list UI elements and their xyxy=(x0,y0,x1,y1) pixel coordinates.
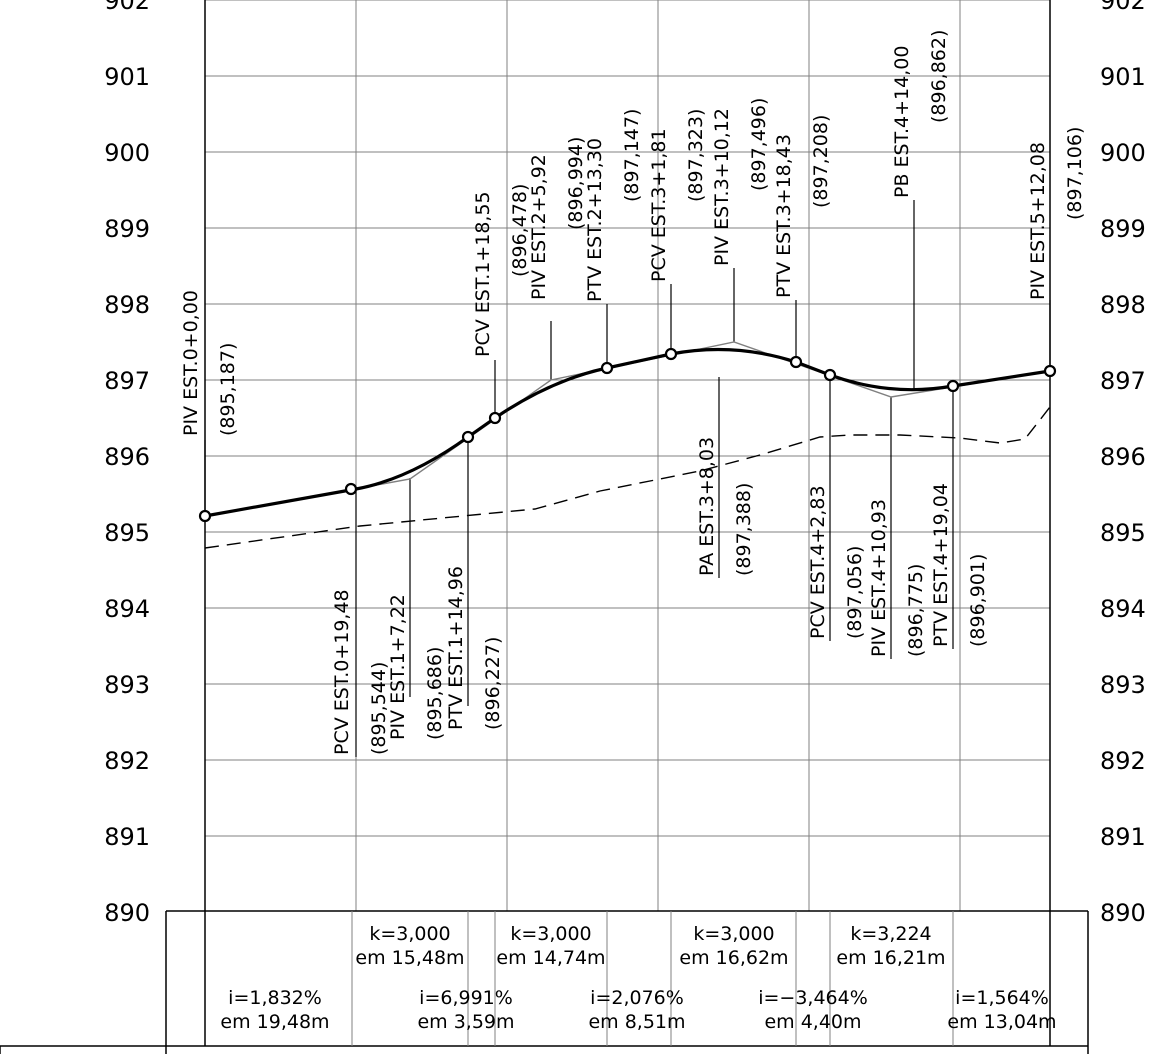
grade-length-2: em 3,59m xyxy=(417,1011,514,1033)
station-elev-ptv-419: (896,901) xyxy=(967,554,989,647)
grade-i-4: i=−3,464% xyxy=(758,987,868,1009)
marker-piv-512 xyxy=(1043,364,1057,378)
grade-i-2: i=6,991% xyxy=(419,987,513,1009)
station-label-pcv-118: PCV EST.1+18,55 xyxy=(472,191,494,357)
station-elev-piv-512: (897,106) xyxy=(1064,127,1086,220)
station-label-pcv-019: PCV EST.0+19,48 xyxy=(331,589,353,755)
marker-pcv-301 xyxy=(664,347,678,361)
station-elev-pb-414: (896,862) xyxy=(928,30,950,123)
elev-tick-left: 902 xyxy=(104,0,150,15)
station-elev-ptv-213: (897,147) xyxy=(621,109,643,202)
marker-ptv-213 xyxy=(600,361,614,375)
grade-i-1: i=1,832% xyxy=(228,987,322,1009)
curve-k-2: k=3,000 xyxy=(510,923,591,945)
elev-tick-right: 894 xyxy=(1100,595,1146,623)
elev-tick-left: 898 xyxy=(104,291,150,319)
elev-tick-left: 895 xyxy=(104,519,150,547)
marker-ptv-419 xyxy=(946,379,960,393)
station-label-pa-308: PA EST.3+8,03 xyxy=(696,437,718,576)
station-label-ptv-318: PTV EST.3+18,43 xyxy=(773,134,795,298)
station-elev-pcv-118: (896,478) xyxy=(509,184,531,277)
elevation-axis-right: 902 901 900 899 898 897 896 895 894 893 … xyxy=(1100,0,1146,927)
marker-pcv-402 xyxy=(823,368,837,382)
elev-tick-right: 896 xyxy=(1100,443,1146,471)
station-elev-pa-308: (897,388) xyxy=(733,483,755,576)
curve-length-3: em 16,62m xyxy=(679,947,788,969)
station-grid xyxy=(355,0,961,911)
grade-i-5: i=1,564% xyxy=(955,987,1049,1009)
marker-ptv-114 xyxy=(461,430,475,444)
station-elev-piv-107: (895,686) xyxy=(424,647,446,740)
elev-tick-right: 897 xyxy=(1100,367,1146,395)
station-label-piv-107: PIV EST.1+7,22 xyxy=(387,594,409,740)
station-elev-ptv-318: (897,208) xyxy=(810,115,832,208)
station-elev-piv-310: (897,496) xyxy=(748,98,770,191)
data-table: k=3,000 em 15,48m k=3,000 em 14,74m k=3,… xyxy=(204,911,1057,1046)
tangent-polygon xyxy=(204,341,1051,517)
curve-length-1: em 15,48m xyxy=(355,947,464,969)
elev-tick-right: 895 xyxy=(1100,519,1146,547)
elev-tick-right: 899 xyxy=(1100,215,1146,243)
station-elev-pcv-019: (895,544) xyxy=(368,662,390,755)
station-elev-pcv-402: (897,056) xyxy=(844,546,866,639)
terrain-profile xyxy=(204,406,1051,549)
elev-tick-right: 901 xyxy=(1100,63,1146,91)
grade-line xyxy=(204,347,1051,518)
station-label-pcv-402: PCV EST.4+2,83 xyxy=(807,485,829,639)
station-elev-ptv-114: (896,227) xyxy=(482,637,504,730)
station-label-pcv-301: PCV EST.3+1,81 xyxy=(648,128,670,282)
station-elev-pcv-301: (897,323) xyxy=(685,109,707,202)
elevation-axis-left: 902 901 900 899 898 897 896 895 894 893 … xyxy=(104,0,150,927)
marker-pcv-118 xyxy=(488,411,502,425)
station-label-ptv-419: PTV EST.4+19,04 xyxy=(930,483,952,647)
elev-tick-left: 896 xyxy=(104,443,150,471)
elev-tick-right: 890 xyxy=(1100,899,1146,927)
station-label-ptv-213: PTV EST.2+13,30 xyxy=(584,138,606,302)
station-label-piv-0: PIV EST.0+0,00 xyxy=(180,290,202,436)
elev-tick-left: 892 xyxy=(104,747,150,775)
elev-tick-right: 898 xyxy=(1100,291,1146,319)
curve-k-4: k=3,224 xyxy=(850,923,931,945)
elev-tick-left: 901 xyxy=(104,63,150,91)
grade-length-1: em 19,48m xyxy=(220,1011,329,1033)
curve-k-1: k=3,000 xyxy=(369,923,450,945)
elevation-grid xyxy=(205,0,1050,837)
curve-length-2: em 14,74m xyxy=(496,947,605,969)
curve-k-3: k=3,000 xyxy=(693,923,774,945)
station-leaders xyxy=(204,200,1051,757)
station-markers xyxy=(198,347,1057,523)
grade-i-3: i=2,076% xyxy=(590,987,684,1009)
curve-length-4: em 16,21m xyxy=(836,947,945,969)
elev-tick-right: 893 xyxy=(1100,671,1146,699)
station-elev-piv-0: (895,187) xyxy=(217,343,239,436)
grade-length-3: em 8,51m xyxy=(588,1011,685,1033)
elev-tick-left: 899 xyxy=(104,215,150,243)
station-label-piv-205: PIV EST.2+5,92 xyxy=(528,154,550,300)
grade-length-5: em 13,04m xyxy=(947,1011,1056,1033)
station-label-ptv-114: PTV EST.1+14,96 xyxy=(445,566,467,730)
station-label-piv-512: PIV EST.5+12,08 xyxy=(1027,142,1049,300)
station-label-piv-410: PIV EST.4+10,93 xyxy=(868,499,890,657)
elev-tick-right: 891 xyxy=(1100,823,1146,851)
station-label-piv-310: PIV EST.3+10,12 xyxy=(711,108,733,266)
elev-tick-right: 900 xyxy=(1100,139,1146,167)
elev-tick-left: 900 xyxy=(104,139,150,167)
elev-tick-left: 897 xyxy=(104,367,150,395)
grade-length-4: em 4,40m xyxy=(764,1011,861,1033)
elev-tick-left: 890 xyxy=(104,899,150,927)
elev-tick-left: 893 xyxy=(104,671,150,699)
elev-tick-left: 891 xyxy=(104,823,150,851)
elev-tick-right: 902 xyxy=(1100,0,1146,15)
elev-tick-left: 894 xyxy=(104,595,150,623)
station-label-pb-414: PB EST.4+14,00 xyxy=(891,46,913,198)
marker-piv-0 xyxy=(198,509,212,523)
marker-pcv-019 xyxy=(344,482,358,496)
station-elev-piv-205: (896,994) xyxy=(565,137,587,230)
elev-tick-right: 892 xyxy=(1100,747,1146,775)
station-labels: PIV EST.0+0,00 (895,187) PCV EST.0+19,48… xyxy=(180,30,1086,755)
station-elev-piv-410: (896,775) xyxy=(905,564,927,657)
marker-ptv-318 xyxy=(789,355,803,369)
